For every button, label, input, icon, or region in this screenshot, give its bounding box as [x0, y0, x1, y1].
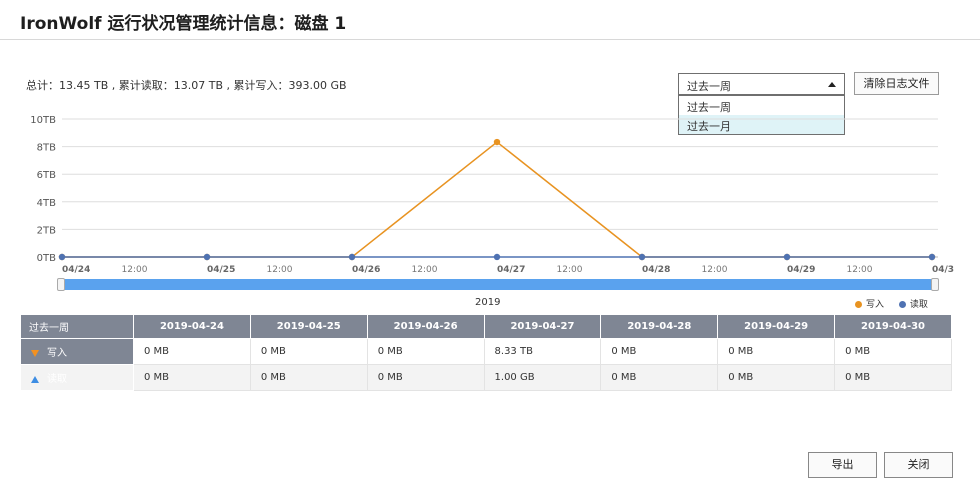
row-header-read: 读取 — [20, 364, 134, 391]
y-tick-label: 4TB — [37, 198, 56, 209]
row-label-write: 写入 — [47, 348, 67, 359]
data-point-1-6 — [928, 253, 936, 261]
read-dot-icon — [898, 301, 906, 308]
column-header: 2019-04-24 — [133, 314, 251, 339]
time-range-dropdown: 过去一周 过去一月 — [678, 95, 845, 135]
row-header-write: 写入 — [20, 338, 134, 365]
slider-left-handle[interactable] — [57, 278, 65, 291]
table-cell: 0 MB — [133, 364, 251, 391]
table-cell: 1.00 GB — [484, 364, 602, 391]
caret-up-icon — [828, 82, 836, 87]
data-point-1-0 — [58, 253, 66, 261]
x-tick-label: 12:00 — [847, 265, 873, 275]
x-tick-label: 04/26 — [352, 265, 380, 275]
x-tick-label: 04/27 — [497, 265, 525, 275]
y-tick-label: 10TB — [30, 115, 56, 126]
time-range-option-week[interactable]: 过去一周 — [687, 101, 731, 114]
time-range-selected-value: 过去一周 — [687, 80, 731, 93]
clear-log-button[interactable]: 清除日志文件 — [854, 72, 939, 95]
chart-legend: 写入 读取 — [855, 297, 940, 310]
table-row-write: 写入 0 MB 0 MB 0 MB 8.33 TB 0 MB 0 MB 0 MB — [20, 338, 952, 365]
table-cell: 0 MB — [834, 364, 952, 391]
data-point-1-2 — [348, 253, 356, 261]
y-tick-label: 0TB — [37, 253, 56, 264]
column-header: 2019-04-25 — [249, 314, 368, 339]
table-cell: 0 MB — [367, 338, 485, 365]
data-point-1-1 — [203, 253, 211, 261]
column-header: 2019-04-30 — [834, 314, 952, 339]
slider-right-handle[interactable] — [931, 278, 939, 291]
x-tick-label: 12:00 — [267, 265, 293, 275]
arrow-down-icon — [31, 349, 39, 357]
table-cell: 0 MB — [834, 338, 952, 365]
column-header: 2019-04-27 — [483, 314, 602, 339]
table-cell: 0 MB — [717, 338, 836, 365]
chart-svg: 10TB 8TB 6TB 4TB 2TB 0TB 04/24 12:00 04/25 12:00 0… — [30, 115, 954, 275]
write-dot-icon — [855, 301, 862, 308]
table-cell: 0 MB — [133, 338, 251, 365]
table-corner-label: 过去一周 — [20, 314, 134, 339]
table-cell: 0 MB — [717, 364, 836, 391]
y-tick-label: 8TB — [37, 143, 56, 154]
table-cell: 0 MB — [367, 364, 485, 391]
x-tick-label: 04/29 — [787, 265, 815, 275]
row-label-read: 读取 — [47, 374, 67, 385]
legend-item-write: 写入 — [855, 297, 884, 310]
table-row-read: 读取 0 MB 0 MB 0 MB 1.00 GB 0 MB 0 MB 0 MB — [20, 364, 952, 391]
data-point-1-3 — [493, 253, 501, 261]
table-header-row: 过去一周 2019-04-24 2019-04-25 2019-04-26 20… — [20, 314, 952, 339]
data-point-0-3 — [493, 138, 501, 146]
export-button[interactable]: 导出 — [808, 452, 877, 478]
series-line-0 — [62, 141, 932, 258]
usage-summary: 总计：13.45 TB , 累计读取：13.07 TB , 累计写入：393.0… — [26, 79, 347, 92]
time-range-select[interactable]: 过去一周 — [678, 73, 845, 95]
x-tick-label: 12:00 — [412, 265, 438, 275]
column-header: 2019-04-26 — [366, 314, 485, 339]
legend-label-write: 写入 — [866, 300, 885, 310]
close-button[interactable]: 关闭 — [884, 452, 953, 478]
x-axis-year: 2019 — [475, 297, 501, 308]
column-header: 2019-04-29 — [717, 314, 836, 339]
x-tick-label: 04/24 — [62, 265, 90, 275]
dialog-title: IronWolf 运行状况管理统计信息：磁盘 1 — [20, 14, 347, 34]
time-range-slider[interactable] — [60, 279, 936, 290]
x-tick-label: 04/28 — [642, 265, 670, 275]
table-cell: 0 MB — [250, 364, 368, 391]
arrow-up-icon — [31, 375, 39, 383]
x-tick-label: 04/3 — [932, 265, 954, 275]
table-cell: 0 MB — [250, 338, 368, 365]
data-point-1-4 — [638, 253, 646, 261]
usage-line-chart: 10TB 8TB 6TB 4TB 2TB 0TB 04/24 12:00 04/25 12:00 0… — [0, 105, 980, 305]
legend-label-read: 读取 — [909, 300, 928, 310]
x-tick-label: 12:00 — [122, 265, 148, 275]
table-cell: 0 MB — [600, 338, 719, 365]
x-tick-label: 12:00 — [702, 265, 728, 275]
y-tick-label: 2TB — [37, 225, 56, 236]
time-range-option-month[interactable]: 过去一月 — [679, 115, 844, 134]
dialog-titlebar: IronWolf 运行状况管理统计信息：磁盘 1 — [0, 0, 980, 40]
data-point-1-5 — [783, 253, 791, 261]
column-header: 2019-04-28 — [600, 314, 719, 339]
legend-item-read: 读取 — [898, 297, 928, 310]
x-tick-label: 04/25 — [207, 265, 235, 275]
y-tick-label: 6TB — [37, 170, 56, 181]
table-cell: 0 MB — [600, 364, 719, 391]
stats-table: 过去一周 2019-04-24 2019-04-25 2019-04-26 20… — [20, 314, 952, 391]
x-tick-label: 12:00 — [557, 265, 583, 275]
table-cell: 8.33 TB — [484, 338, 602, 365]
